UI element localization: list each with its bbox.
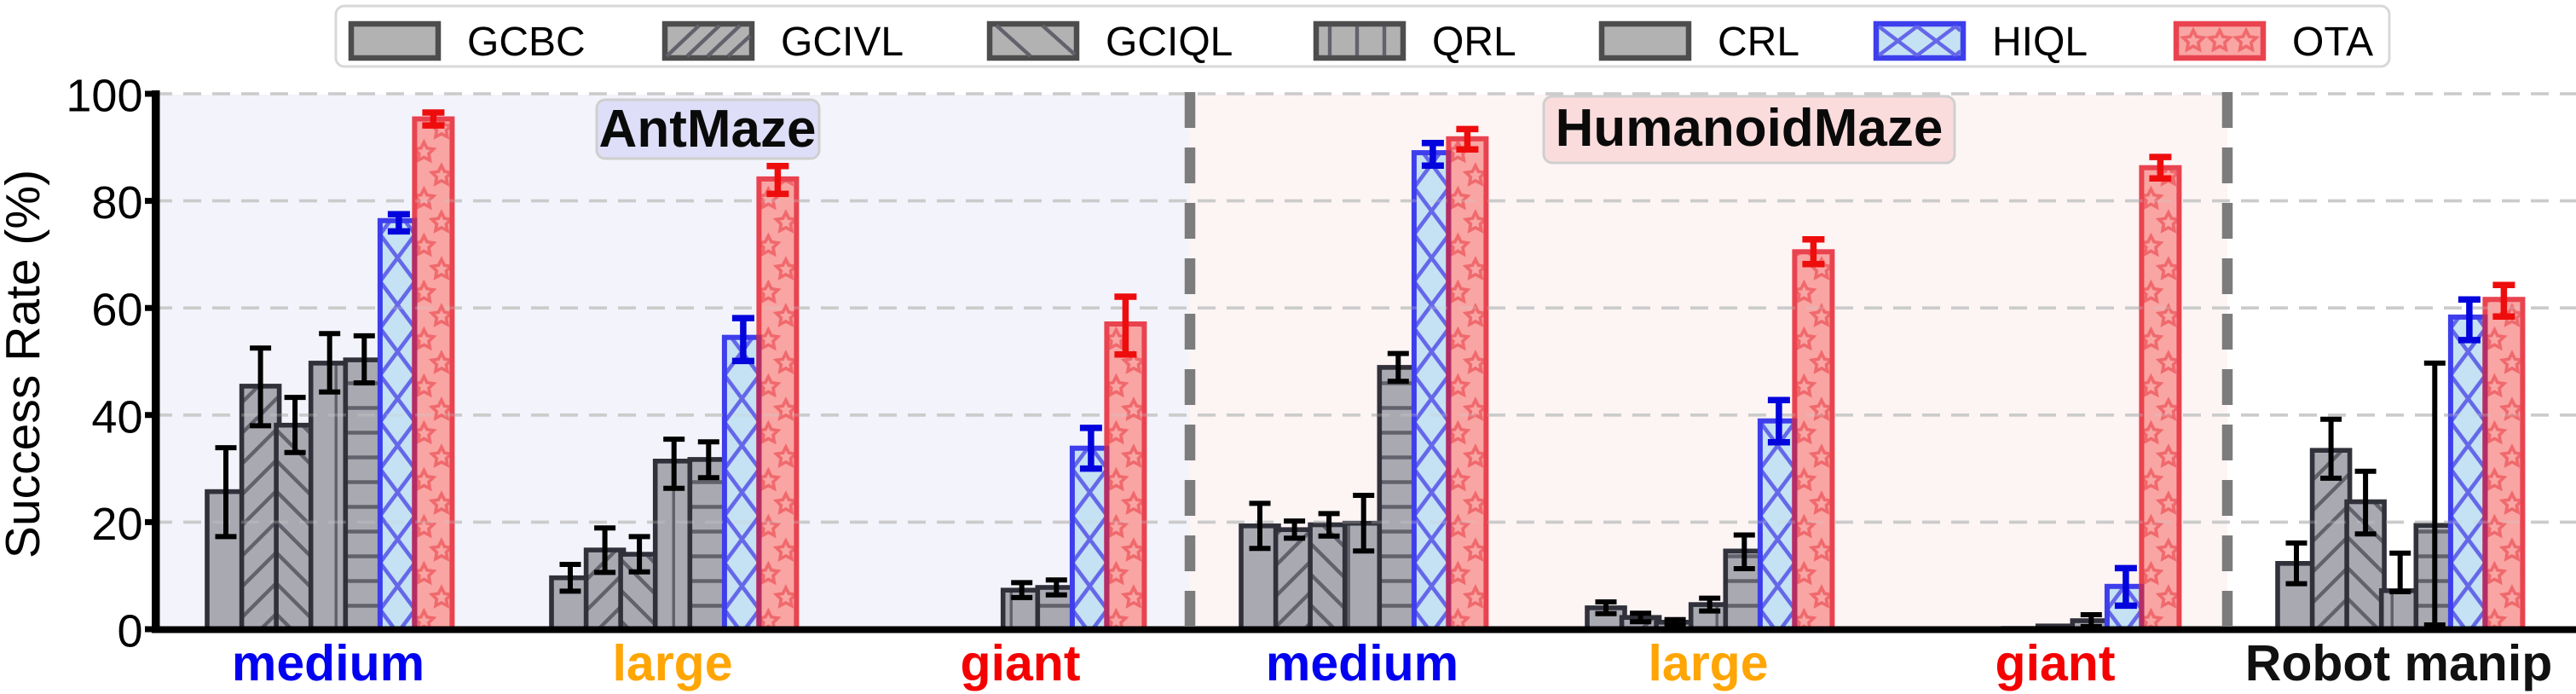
svg-text:QRL: QRL <box>1432 20 1516 65</box>
svg-text:GCIQL: GCIQL <box>1106 20 1233 65</box>
svg-text:80: 80 <box>91 177 142 228</box>
svg-text:GCIVL: GCIVL <box>781 20 904 65</box>
svg-text:100: 100 <box>66 71 142 122</box>
svg-text:HIQL: HIQL <box>1992 20 2088 65</box>
svg-text:large: large <box>1648 635 1768 691</box>
svg-text:giant: giant <box>961 635 1081 691</box>
svg-text:40: 40 <box>91 391 142 442</box>
svg-text:20: 20 <box>91 499 142 550</box>
svg-text:60: 60 <box>91 285 142 336</box>
svg-text:GCBC: GCBC <box>467 20 586 65</box>
svg-text:OTA: OTA <box>2292 20 2373 65</box>
svg-text:Success Rate (%): Success Rate (%) <box>0 170 50 558</box>
svg-text:medium: medium <box>232 635 425 691</box>
svg-text:HumanoidMaze: HumanoidMaze <box>1556 99 1944 158</box>
svg-text:CRL: CRL <box>1718 20 1799 65</box>
svg-text:0: 0 <box>117 606 142 657</box>
svg-text:Robot manip: Robot manip <box>2245 635 2553 691</box>
svg-text:AntMaze: AntMaze <box>599 100 817 159</box>
svg-text:medium: medium <box>1266 635 1458 691</box>
svg-text:large: large <box>612 635 732 691</box>
svg-text:giant: giant <box>1996 635 2116 691</box>
